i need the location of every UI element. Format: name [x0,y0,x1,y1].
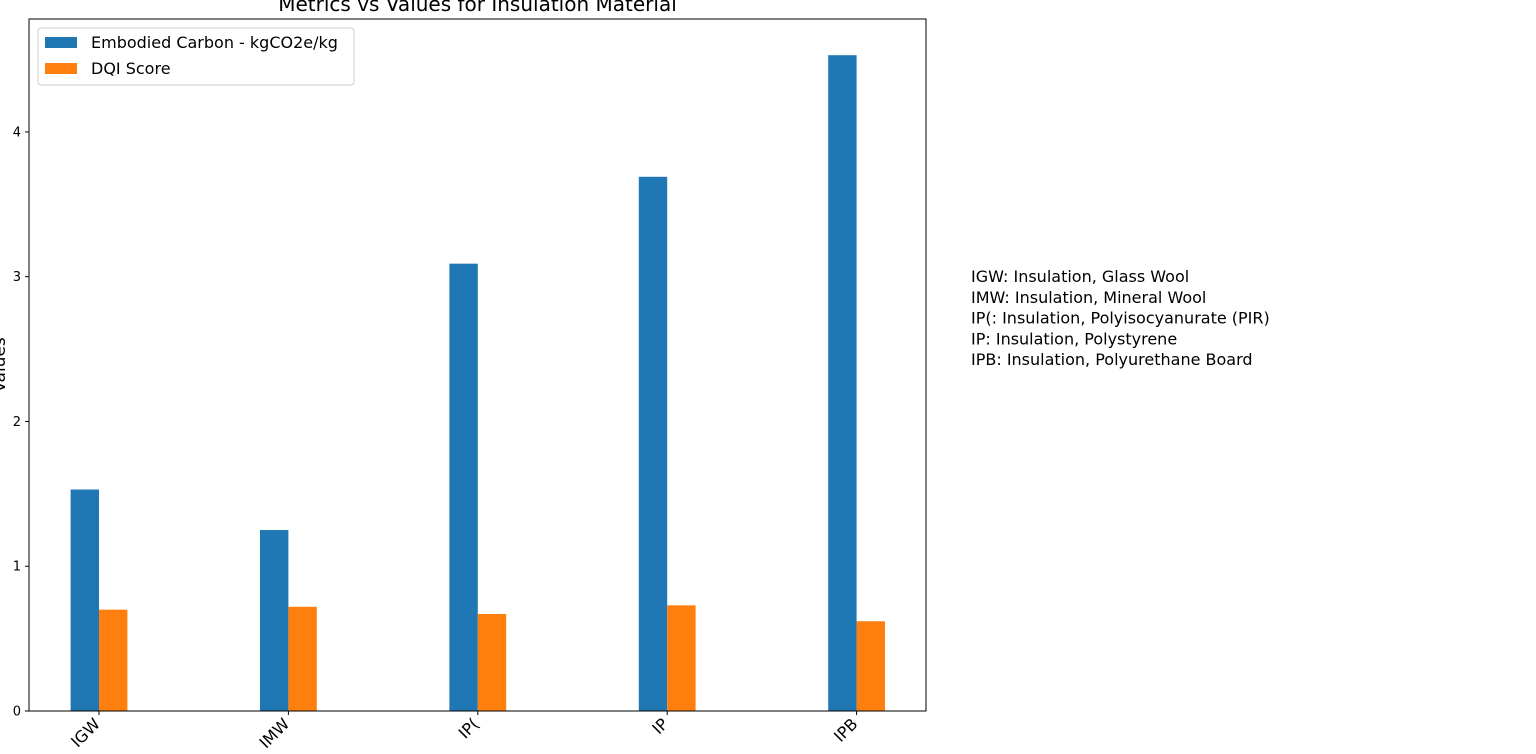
abbreviation-entry: IGW: Insulation, Glass Wool [971,267,1189,286]
legend-label: Embodied Carbon - kgCO2e/kg [91,33,338,52]
y-tick-label: 2 [13,415,21,430]
y-tick-label: 0 [13,705,21,720]
ticks-layer: 0 1 2 3 4 IGW IMW IP( IP IPB [13,125,862,752]
bar-dqi-score-2 [477,614,507,711]
bar-dqi-score-4 [856,621,885,711]
legend-swatch [45,37,77,48]
x-tick-label: IMW [256,714,294,752]
legend-swatch [45,63,77,74]
abbreviation-list: IGW: Insulation, Glass Wool IMW: Insulati… [971,267,1270,369]
chart-title: Metrics vs Values for Insulation Materia… [278,0,677,16]
bar-embodied-carbon-3 [638,176,668,711]
bar-dqi-score-3 [667,605,696,711]
abbreviation-entry: IP(: Insulation, Polyisocyanurate (PIR) [971,309,1270,328]
y-tick-label: 4 [13,125,21,140]
x-tick-label: IP( [455,714,483,742]
bar-dqi-score-1 [288,606,317,711]
x-tick-label: IP [648,714,672,738]
abbreviation-entry: IP: Insulation, Polystyrene [971,329,1177,348]
bar-embodied-carbon-0 [70,489,99,711]
bars-layer [70,55,885,712]
legend-label: DQI Score [91,59,171,78]
abbreviation-entry: IPB: Insulation, Polyurethane Board [971,350,1253,369]
legend-box [37,27,355,86]
x-tick-label: IPB [830,714,861,745]
y-tick-label: 3 [13,270,21,285]
bar-embodied-carbon-1 [260,530,289,711]
legend: Embodied Carbon - kgCO2e/kg DQI Score [37,27,355,86]
abbreviation-entry: IMW: Insulation, Mineral Wool [971,288,1206,307]
bar-embodied-carbon-2 [449,263,478,711]
y-axis-label: Values [0,337,10,393]
bar-dqi-score-0 [99,609,128,711]
x-tick-label: IGW [67,714,104,751]
y-tick-label: 1 [13,560,21,575]
bar-embodied-carbon-4 [828,55,857,712]
